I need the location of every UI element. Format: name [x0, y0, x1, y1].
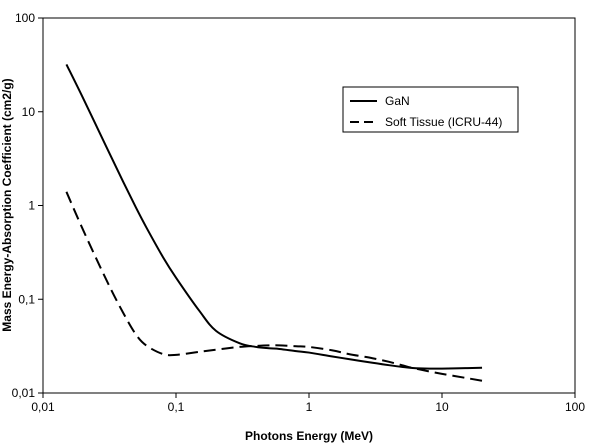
x-tick-label: 0,1 [168, 400, 185, 414]
x-tick-label: 0,01 [31, 400, 55, 414]
x-axis-title: Photons Energy (MeV) [245, 429, 373, 443]
y-tick-label: 100 [15, 11, 35, 25]
series-layer [65, 63, 483, 382]
y-tick-label: 1 [28, 199, 35, 213]
y-tick-label: 10 [22, 105, 36, 119]
legend-label-soft-tissue: Soft Tissue (ICRU-44) [385, 115, 502, 129]
y-axis-title: Mass Energy-Absorption Coefficient (cm2/… [0, 78, 14, 331]
y-tick-label: 0,1 [18, 292, 35, 306]
x-tick-label: 1 [306, 400, 313, 414]
legend-label-gan: GaN [385, 94, 410, 108]
legend-box [342, 86, 519, 133]
x-tick-label: 10 [435, 400, 449, 414]
x-tick-label: 100 [565, 400, 585, 414]
plot-area [42, 17, 576, 394]
ticks-layer: 0,01 0,1 1 10 100 0,01 0,1 1 10 100 [12, 11, 586, 414]
series-line-gan [65, 63, 483, 370]
legend: GaN Soft Tissue (ICRU-44) [342, 86, 519, 133]
y-tick-label: 0,01 [12, 386, 36, 400]
